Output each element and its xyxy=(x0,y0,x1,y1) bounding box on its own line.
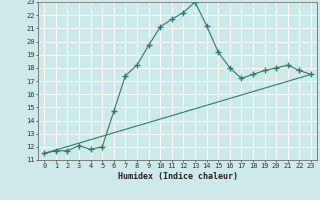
X-axis label: Humidex (Indice chaleur): Humidex (Indice chaleur) xyxy=(118,172,238,181)
